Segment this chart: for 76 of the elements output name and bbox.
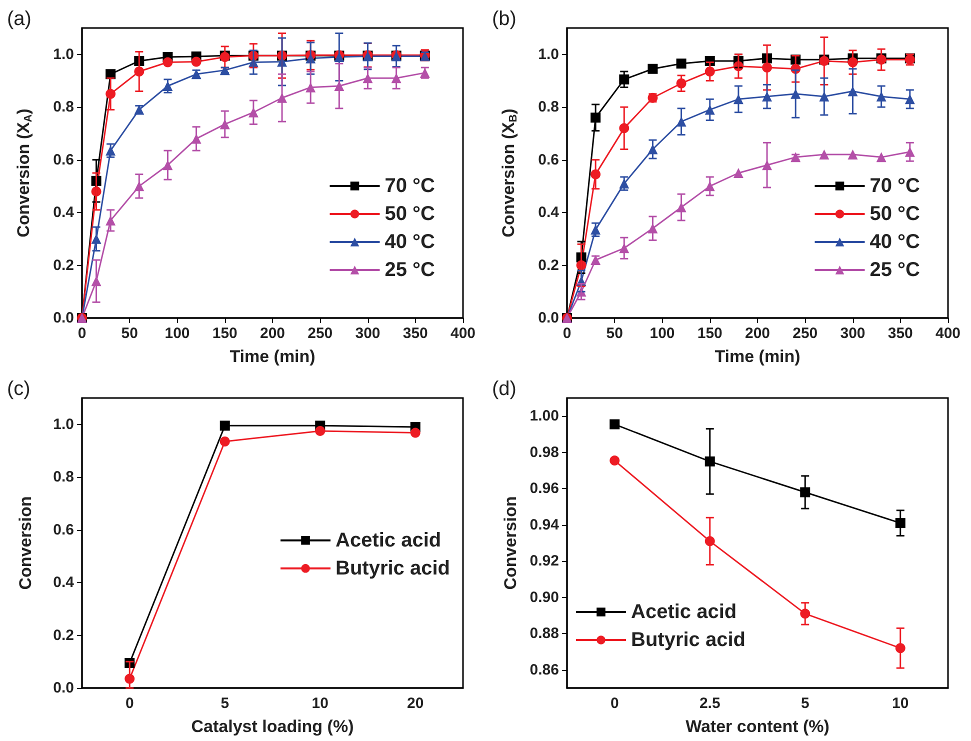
legend-label: 50 °C xyxy=(384,203,436,225)
chart-title: (d) xyxy=(492,378,516,400)
x-axis-title: Time (min) xyxy=(230,347,316,366)
x-tick-label: 5 xyxy=(220,695,230,712)
y-tick-label: 0.0 xyxy=(538,310,559,326)
y-axis-title: Conversion xyxy=(500,496,520,590)
y-tick-label: 0.6 xyxy=(53,151,74,168)
y-tick-label: 0.4 xyxy=(53,574,75,592)
y-tick-label: 0.2 xyxy=(538,256,559,274)
y-tick-label: 1.0 xyxy=(53,46,74,63)
x-tick-label: 2.5 xyxy=(699,695,720,712)
x-tick-label: 400 xyxy=(450,325,476,342)
x-tick-label: 0 xyxy=(125,695,134,712)
y-tick-label: 0.4 xyxy=(538,204,560,222)
y-tick-label: 0.94 xyxy=(530,516,560,534)
y-tick-label: 1.00 xyxy=(530,408,559,425)
y-axis-title: Conversion (XB) xyxy=(499,108,520,238)
chart-title: (b) xyxy=(492,8,516,30)
legend-label: 40 °C xyxy=(870,231,920,253)
y-tick-label: 0.2 xyxy=(53,256,74,274)
y-tick-label: 0.96 xyxy=(530,480,559,498)
x-tick-label: 5 xyxy=(800,695,810,712)
x-tick-label: 300 xyxy=(840,325,866,342)
x-axis-title: Water content (%) xyxy=(686,717,830,736)
x-tick-label: 400 xyxy=(935,325,961,342)
y-tick-label: 0.88 xyxy=(530,625,559,642)
x-tick-label: 250 xyxy=(792,325,818,342)
x-axis-title: Catalyst loading (%) xyxy=(191,717,354,736)
legend-label: 70 °C xyxy=(870,175,920,197)
x-tick-label: 350 xyxy=(402,325,428,342)
x-tick-label: 10 xyxy=(312,695,328,712)
legend-label: 40 °C xyxy=(384,231,436,253)
x-tick-label: 350 xyxy=(888,325,913,342)
x-tick-label: 50 xyxy=(121,325,138,342)
x-axis-title: Time (min) xyxy=(714,347,800,366)
y-tick-label: 0.90 xyxy=(530,588,559,606)
x-tick-label: 200 xyxy=(744,325,770,342)
legend-label: Acetic acid xyxy=(631,601,737,623)
y-tick-label: 0.4 xyxy=(53,204,75,222)
y-tick-label: 1.0 xyxy=(53,416,74,433)
y-axis-title: Conversion xyxy=(16,496,35,590)
y-tick-label: 0.0 xyxy=(53,680,74,696)
x-tick-label: 200 xyxy=(260,325,286,342)
legend-label: 70 °C xyxy=(384,175,436,197)
x-tick-label: 100 xyxy=(650,325,675,342)
x-tick-label: 150 xyxy=(212,325,238,342)
y-tick-label: 0.98 xyxy=(530,444,559,461)
y-tick-label: 0.6 xyxy=(538,151,559,168)
x-tick-label: 0 xyxy=(78,325,86,342)
x-tick-label: 10 xyxy=(892,695,909,712)
x-tick-label: 0 xyxy=(610,695,619,712)
legend-label: 25 °C xyxy=(384,259,436,281)
legend-label: 25 °C xyxy=(870,259,920,281)
x-tick-label: 0 xyxy=(562,325,572,342)
y-tick-label: 0.8 xyxy=(538,98,559,116)
x-tick-label: 20 xyxy=(407,695,424,712)
x-tick-label: 250 xyxy=(308,325,333,342)
chart-title: (a) xyxy=(7,8,32,30)
y-axis-title: Conversion (XA) xyxy=(14,108,34,238)
y-tick-label: 0.0 xyxy=(53,310,74,326)
x-tick-label: 150 xyxy=(697,325,722,342)
x-tick-label: 100 xyxy=(164,325,190,342)
y-tick-label: 1.0 xyxy=(538,46,559,63)
legend-label: Acetic acid xyxy=(336,529,442,552)
legend-label: 50 °C xyxy=(870,203,920,225)
y-tick-label: 0.92 xyxy=(530,552,559,570)
y-tick-label: 0.8 xyxy=(53,468,74,486)
y-tick-label: 0.6 xyxy=(53,521,74,538)
x-tick-label: 300 xyxy=(355,325,380,342)
y-tick-label: 0.2 xyxy=(53,626,74,644)
chart-title: (c) xyxy=(7,378,30,400)
y-tick-label: 0.86 xyxy=(530,661,559,678)
y-tick-label: 0.8 xyxy=(53,98,74,116)
legend-label: Butyric acid xyxy=(631,629,746,651)
x-tick-label: 50 xyxy=(606,325,623,342)
legend-label: Butyric acid xyxy=(336,557,450,580)
